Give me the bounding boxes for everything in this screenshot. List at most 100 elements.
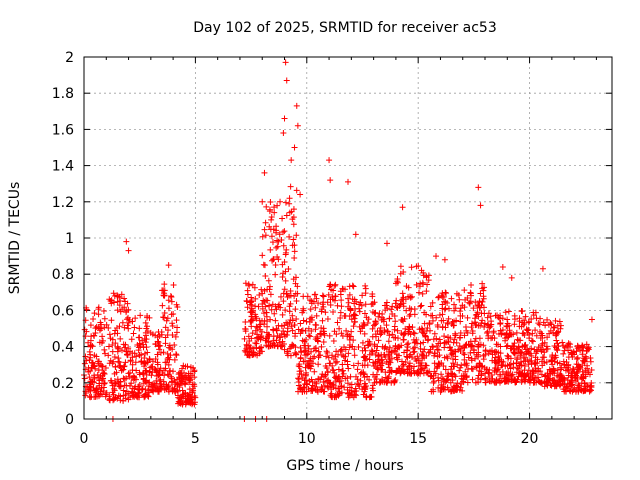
data-point <box>286 200 293 207</box>
data-point <box>468 324 475 331</box>
data-point <box>156 346 163 353</box>
data-point <box>568 381 575 388</box>
data-point <box>539 354 546 361</box>
data-point <box>438 371 445 378</box>
data-point <box>438 292 445 299</box>
data-point <box>425 336 432 343</box>
data-point <box>559 339 566 346</box>
data-point <box>315 361 322 368</box>
y-tick-labels: 0 0.2 0.4 0.6 0.8 1 1.2 1.4 1.6 1.8 2 <box>52 50 74 428</box>
data-point <box>515 337 522 344</box>
data-point <box>573 356 580 363</box>
data-point <box>488 372 495 379</box>
data-point <box>82 392 89 399</box>
data-point <box>165 382 172 389</box>
data-point <box>417 340 424 347</box>
data-point <box>95 304 102 311</box>
data-point <box>266 286 273 293</box>
data-point <box>420 348 427 355</box>
data-point <box>541 349 548 356</box>
data-point <box>123 238 130 245</box>
data-point <box>505 376 512 383</box>
data-point <box>111 354 118 361</box>
data-point <box>580 344 587 351</box>
data-point <box>470 305 477 312</box>
data-point <box>389 303 396 310</box>
data-point <box>482 379 489 386</box>
data-point <box>342 353 349 360</box>
data-point <box>375 366 382 373</box>
data-point <box>348 316 355 323</box>
data-point <box>325 354 332 361</box>
data-point <box>252 339 259 346</box>
data-point <box>435 377 442 384</box>
data-point <box>427 372 434 379</box>
data-point <box>535 320 542 327</box>
data-point <box>326 157 333 164</box>
data-point <box>554 347 561 354</box>
data-point <box>291 248 298 255</box>
data-point <box>99 333 106 340</box>
data-point <box>331 282 338 289</box>
data-point <box>306 333 313 340</box>
data-point <box>523 326 530 333</box>
data-point <box>429 317 436 324</box>
data-point <box>111 377 118 384</box>
data-point <box>361 330 368 337</box>
data-point <box>258 286 265 293</box>
data-point <box>563 365 570 372</box>
data-point <box>180 391 187 398</box>
data-point <box>408 365 415 372</box>
data-point <box>323 365 330 372</box>
data-point <box>469 366 476 373</box>
data-point <box>378 330 385 337</box>
data-point <box>386 315 393 322</box>
data-point <box>444 355 451 362</box>
data-point <box>422 362 429 369</box>
data-point <box>393 304 400 311</box>
data-point <box>162 324 169 331</box>
data-point <box>463 360 470 367</box>
data-point <box>149 387 156 394</box>
data-point <box>100 375 107 382</box>
data-point <box>357 377 364 384</box>
data-point <box>85 364 92 371</box>
data-point <box>554 322 561 329</box>
data-point <box>451 363 458 370</box>
data-point <box>419 355 426 362</box>
data-point <box>312 326 319 333</box>
data-point <box>574 382 581 389</box>
data-point <box>293 187 300 194</box>
data-point <box>266 302 273 309</box>
data-point <box>513 378 520 385</box>
data-point <box>162 334 169 341</box>
data-point <box>439 375 446 382</box>
data-point <box>338 330 345 337</box>
data-point <box>528 345 535 352</box>
data-point <box>451 307 458 314</box>
data-point <box>182 381 189 388</box>
data-point <box>265 277 272 284</box>
data-point <box>529 330 536 337</box>
data-point <box>459 312 466 319</box>
data-point <box>273 306 280 313</box>
x-tick-label: 0 <box>80 431 89 447</box>
data-point <box>281 115 288 122</box>
data-point <box>141 363 148 370</box>
data-point <box>547 381 554 388</box>
y-tick-label: 0 <box>65 412 74 428</box>
data-point <box>498 377 505 384</box>
data-point <box>522 346 529 353</box>
data-point <box>242 319 249 326</box>
data-point <box>259 198 266 205</box>
data-point <box>420 339 427 346</box>
data-point <box>477 202 484 209</box>
data-point <box>156 378 163 385</box>
data-point <box>289 216 296 223</box>
data-point <box>585 369 592 376</box>
data-point <box>264 297 271 304</box>
data-point <box>153 369 160 376</box>
data-point <box>297 344 304 351</box>
data-point <box>167 367 174 374</box>
